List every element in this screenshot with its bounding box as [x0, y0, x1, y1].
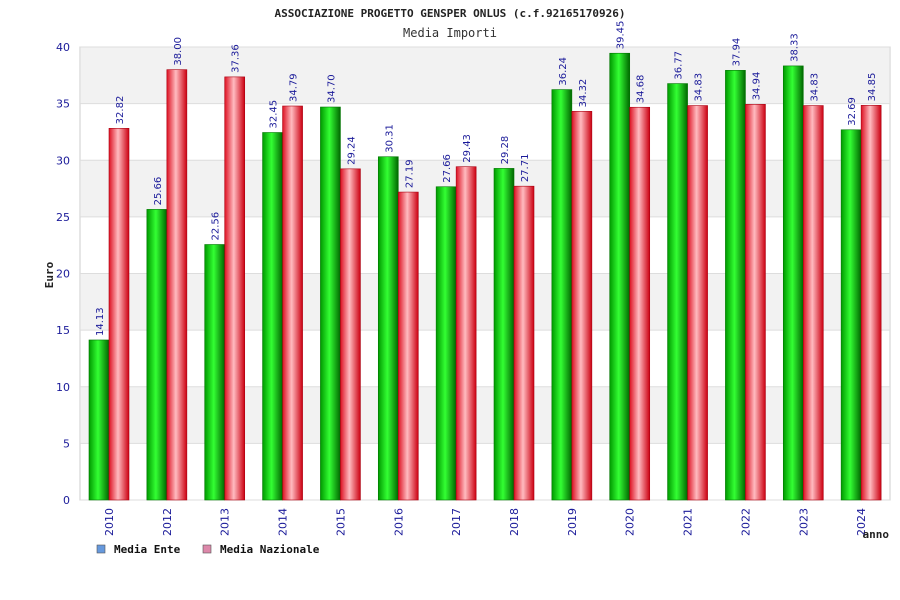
bar-media-nazionale: [282, 105, 303, 501]
grid-band: [81, 160, 889, 217]
bar-media-ente: [493, 168, 515, 501]
x-tick-label: 2014: [277, 508, 290, 536]
legend-label: Media Ente: [114, 543, 181, 556]
x-tick-label: 2018: [508, 508, 521, 536]
bar-value-label: 34.68: [636, 75, 647, 104]
x-tick-label: 2017: [450, 508, 463, 536]
y-tick-label: 20: [56, 268, 70, 281]
bar-value-label: 32.82: [115, 96, 126, 125]
bar-value-label: 27.66: [442, 154, 453, 183]
bar-media-nazionale: [745, 104, 766, 501]
legend: Media Ente Media Nazionale: [96, 543, 320, 556]
bar-value-label: 37.94: [731, 38, 742, 67]
bar-media-ente: [782, 65, 804, 501]
bar-value-label: 34.83: [694, 73, 705, 102]
bar-value-label: 34.70: [326, 74, 337, 103]
x-tick-label: 2013: [219, 508, 232, 536]
bar-value-label: 29.28: [500, 136, 511, 165]
bar-media-ente: [377, 156, 399, 501]
bar-value-label: 32.45: [269, 100, 280, 129]
bars: [88, 52, 882, 501]
bar-media-nazionale: [513, 185, 535, 501]
x-tick-label: 2023: [797, 508, 810, 536]
bar-media-ente: [667, 83, 688, 501]
y-tick-label: 25: [56, 211, 70, 224]
bar-value-label: 34.32: [578, 79, 589, 108]
bar-value-label: 38.00: [173, 37, 184, 66]
bar-media-nazionale: [166, 69, 188, 501]
bar-value-label: 39.45: [616, 21, 627, 50]
y-tick-label: 15: [56, 324, 70, 337]
y-tick-label: 35: [56, 98, 70, 111]
bar-media-ente: [551, 89, 573, 501]
bar-value-label: 30.31: [384, 124, 395, 153]
bar-media-ente: [320, 106, 341, 501]
chart-subtitle: Media Importi: [403, 26, 497, 40]
x-tick-label: 2020: [624, 508, 637, 536]
bar-value-label: 22.56: [211, 212, 222, 241]
bar-media-ente: [88, 339, 110, 501]
bar-value-label: 14.13: [95, 307, 106, 336]
bar-media-nazionale: [687, 105, 708, 501]
bar-value-label: 27.19: [404, 159, 415, 188]
bar-value-label: 34.79: [289, 73, 300, 102]
bar-media-nazionale: [397, 191, 419, 501]
bar-media-ente: [725, 70, 746, 501]
bar-value-label: 37.36: [231, 44, 242, 73]
value-labels: 14.13 32.82 25.66 38.00 22.56 37.36 32.45 34.79…: [95, 21, 878, 336]
grid-band: [81, 47, 889, 104]
bar-media-ente: [204, 244, 226, 501]
bar-media-ente: [840, 129, 862, 501]
y-tick-label: 30: [56, 154, 70, 167]
bar-media-ente: [609, 52, 631, 501]
bar-media-nazionale: [571, 111, 593, 501]
x-axis-label: anno: [863, 528, 890, 541]
bar-media-nazionale: [455, 166, 477, 501]
y-tick-label: 10: [56, 381, 70, 394]
bar-media-nazionale: [108, 128, 130, 501]
legend-label: Media Nazionale: [220, 543, 320, 556]
bar-value-label: 34.94: [751, 72, 762, 101]
x-tick-label: 2016: [392, 508, 405, 536]
bar-media-ente: [435, 186, 457, 501]
bar-media-nazionale: [340, 168, 361, 501]
x-tick-label: 2022: [739, 508, 752, 536]
bar-value-label: 38.33: [789, 33, 800, 62]
bar-value-label: 29.43: [462, 134, 473, 163]
y-tick-label: 0: [63, 494, 70, 507]
bar-media-nazionale: [860, 105, 882, 501]
bar-media-nazionale: [629, 106, 651, 501]
bar-value-label: 32.69: [847, 97, 858, 126]
bar-value-label: 36.77: [674, 51, 685, 80]
bar-media-ente: [146, 209, 168, 501]
bar-value-label: 27.71: [520, 154, 531, 183]
y-axis-ticks: 0 5 10 15 20 25 30 35 40: [56, 41, 70, 507]
x-tick-label: 2021: [682, 508, 695, 536]
bar-media-ente: [262, 132, 283, 501]
y-tick-label: 40: [56, 41, 70, 54]
legend-swatch: [202, 544, 212, 554]
bar-value-label: 29.24: [346, 136, 357, 165]
y-tick-label: 5: [63, 437, 70, 450]
grid-band: [81, 273, 889, 331]
bar-media-nazionale: [224, 76, 246, 501]
x-tick-label: 2024: [855, 508, 868, 536]
x-tick-label: 2015: [334, 508, 347, 536]
x-tick-label: 2019: [566, 508, 579, 536]
x-tick-label: 2010: [103, 508, 116, 536]
y-axis-label: Euro: [43, 261, 56, 288]
chart-title: ASSOCIAZIONE PROGETTO GENSPER ONLUS (c.f…: [275, 7, 626, 20]
bar-value-label: 34.85: [867, 73, 878, 102]
legend-swatch: [96, 544, 106, 554]
grid-band: [81, 386, 889, 444]
bar-value-label: 25.66: [153, 177, 164, 206]
bar-value-label: 34.83: [809, 73, 820, 102]
bar-value-label: 36.24: [558, 57, 569, 86]
x-tick-label: 2012: [161, 508, 174, 536]
x-axis-ticks: 2010 2012 2013 2014 2015 2016 2017 2018 2019 2020…: [103, 508, 868, 536]
bar-media-nazionale: [802, 105, 824, 501]
